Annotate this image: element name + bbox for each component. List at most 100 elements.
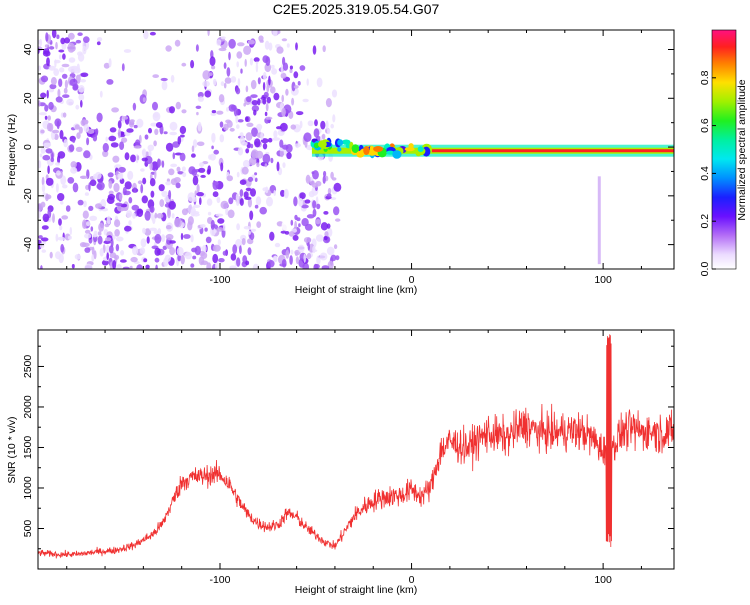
spectrogram-noise-cell [135,139,141,147]
spectrogram-noise-cell [39,38,43,47]
spectrogram-noise-cell [56,170,61,176]
spectrogram-noise-cell [298,223,301,228]
spectrogram-noise-cell [181,109,187,114]
spectrogram-noise-cell [246,96,252,103]
spectrogram-noise-cell [194,245,201,256]
spectrogram-noise-cell [181,62,187,67]
spectrogram-noise-cell [38,100,41,107]
spectrogram-noise-cell [211,110,217,114]
spectrogram-noise-cell [220,81,225,87]
spectrogram-noise-cell [53,68,60,76]
spectrogram-noise-cell [303,132,312,142]
spectrogram-noise-cell [97,181,105,191]
spectrogram-noise-cell [118,193,123,201]
spectrogram-noise-cell [247,176,254,182]
spectrogram-noise-cell [116,264,122,269]
spectrogram-noise-cell [218,94,225,103]
spectrogram-noise-cell [128,220,132,226]
spectrogram-noise-cell [256,162,260,168]
spectrogram-noise-cell [299,192,306,200]
spectrogram-noise-cell [229,127,235,132]
spectrogram-noise-cell [167,208,171,219]
spectrogram-noise-cell [180,134,185,138]
spectrogram-noise-cell [101,259,109,266]
spectrogram-noise-cell [115,202,123,207]
carrier-blob [341,139,351,145]
spectrogram-noise-cell [114,229,120,237]
spectrogram-noise-cell [39,112,47,116]
spectrogram-noise-cell [206,198,213,206]
carrier-blob [313,142,320,149]
spectrogram-noise-cell [114,219,121,228]
spectrogram-noise-cell [243,191,249,199]
spectrogram-noise-cell [201,245,207,253]
spectrogram-noise-cell [298,198,304,207]
spectrogram-noise-cell [264,63,272,73]
spectrogram-noise-cell [46,89,49,99]
spectrogram-noise-cell [108,58,112,68]
spectrogram-noise-cell [153,140,157,147]
spectrogram-noise-cell [141,195,148,204]
spectrogram-noise-cell [202,70,211,80]
spectrogram-noise-cell [154,128,159,135]
spectrogram-noise-cell [58,54,62,60]
spectrogram-noise-cell [295,256,299,265]
spectrogram-noise-cell [253,57,260,63]
spectrogram-noise-cell [209,56,216,67]
spectrogram-noise-cell [264,40,270,50]
spectrogram-noise-cell [169,131,178,136]
spectrogram-noise-cell [49,251,53,259]
spectrogram-noise-cell [235,115,239,124]
spectrogram-noise-cell [137,180,143,185]
spectrogram-noise-cell [286,152,292,160]
spectrogram-noise-cell [82,219,87,229]
spectrogram-noise-cell [245,85,249,93]
spectrogram-noise-cell [115,243,120,252]
spectrogram-noise-cell [177,171,184,175]
chart-title: C2E5.2025.319.05.54.G07 [273,1,440,17]
spectrogram-noise-cell [84,247,91,253]
spectrogram-noise-cell [222,224,226,232]
spectrogram-noise-cell [281,107,286,117]
spectrogram-noise-cell [38,160,42,169]
spectrogram-noise-cell [245,148,250,154]
spectrogram-noise-cell [44,115,48,120]
snr-panel: -100 0 100 500 1000 1500 2000 2500 Height of st… [6,329,675,596]
spectrogram-noise-cell [210,112,217,116]
spectrogram-noise-cell [333,244,338,250]
spectrogram-noise-cell [86,137,90,146]
spectrogram-noise-cell [84,233,92,239]
spectrogram-noise-cell [175,101,181,110]
spectrogram-noise-cell [75,104,80,110]
spectrogram-noise-cell [126,210,133,218]
spectrogram-noise-cell [73,67,81,74]
spectrogram-noise-cell [58,78,63,87]
spectrogram-noise-cell [274,242,281,248]
spectrogram-noise-cell [41,176,45,186]
spectrogram-noise-cell [239,189,244,197]
spectrogram-noise-cell [303,237,312,243]
spectrogram-noise-cell [108,190,114,195]
spectrogram-noise-cell [242,159,250,169]
spectrogram-noise-cell [225,207,229,216]
spectrogram-noise-cell [330,123,335,129]
spectrogram-noise-cell [162,245,167,250]
spectrogram-noise-cell [117,120,122,129]
spectrogram-noise-cell [60,175,67,186]
spectrogram-noise-cell [212,180,219,190]
colorbar-tick-label: 0.2 [699,214,711,229]
spectrogram-noise-cell [128,197,133,204]
spectrogram-noise-cell [111,107,119,113]
spectrogram-noise-cell [117,173,123,179]
spectrogram-noise-cell [223,82,227,89]
spectrogram-noise-cell [247,247,252,256]
spectrogram-noise-cell [251,127,258,137]
spectrogram-noise-cell [305,174,311,184]
spectrogram-noise-cell [282,162,286,169]
carrier-blob [392,150,402,159]
spectrogram-noise-cell [197,91,204,99]
spectrogram-noise-cell [285,88,289,96]
spectrogram-noise-cell [286,43,290,48]
spectrogram-noise-cell [99,248,104,257]
spectrogram-noise-cell [240,68,243,74]
